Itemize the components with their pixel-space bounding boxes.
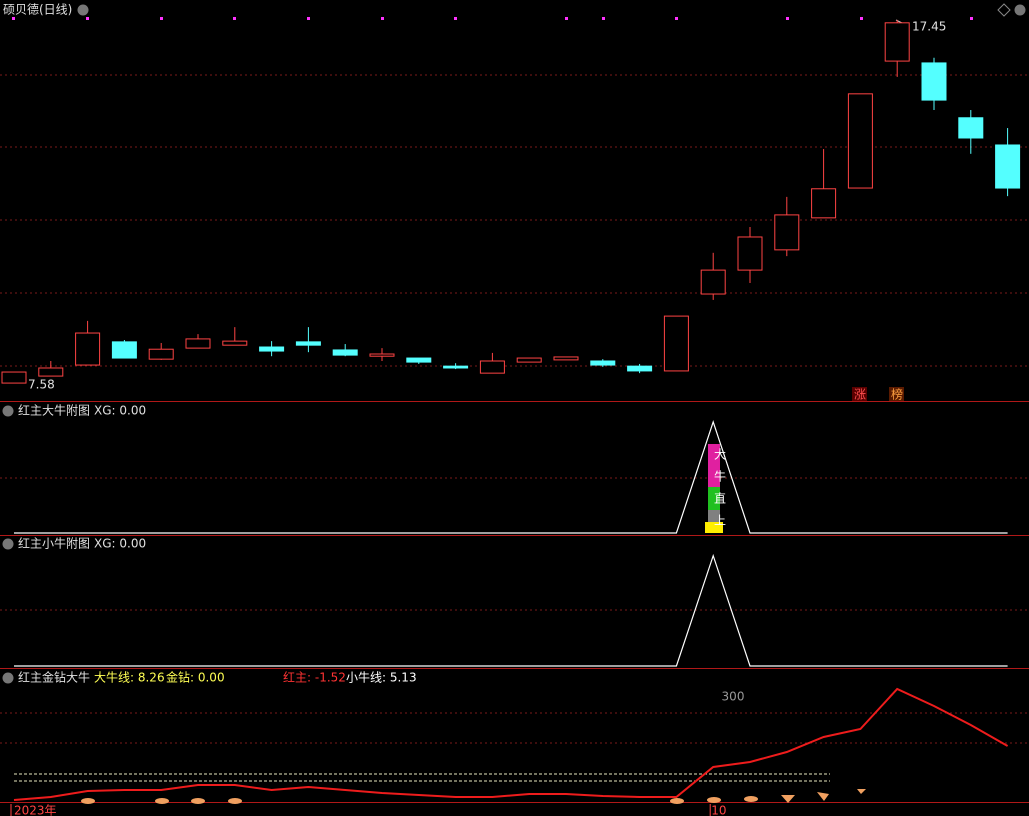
series-line — [14, 419, 1008, 534]
candle-body — [811, 188, 837, 219]
settings-icon[interactable] — [1014, 4, 1026, 16]
marker — [602, 17, 605, 20]
tag: 榜 — [891, 387, 903, 402]
gem — [670, 798, 684, 804]
dropdown-icon[interactable] — [2, 405, 14, 417]
candle-body — [774, 214, 800, 251]
gem — [81, 798, 95, 804]
dropdown-icon[interactable] — [2, 672, 14, 684]
signal-text: 直 — [714, 492, 726, 506]
gem — [228, 798, 242, 804]
candle-body — [627, 365, 653, 372]
candle-body — [995, 144, 1021, 189]
x-tick-label: 2023年 — [14, 804, 57, 816]
marker — [786, 17, 789, 20]
pane-readout: XG: 0.00 — [94, 537, 146, 551]
high-label: 17.45 — [912, 20, 946, 34]
candle-body — [148, 348, 174, 360]
gem — [817, 792, 829, 801]
pane-title: 红主小牛附图 — [18, 536, 90, 551]
marker — [233, 17, 236, 20]
pane-title: 红主大牛附图 — [18, 403, 90, 418]
marker — [307, 17, 310, 20]
candle-body — [369, 353, 395, 357]
tag-box — [889, 387, 904, 401]
candle-body — [111, 341, 137, 359]
gem — [744, 796, 758, 802]
pane-readout: 红主: -1.52 — [283, 670, 346, 685]
candle-body — [332, 349, 358, 356]
pane-borders — [0, 401, 1029, 803]
candle-body — [847, 93, 873, 189]
marker — [12, 17, 15, 20]
candle-body — [443, 365, 469, 369]
gem — [781, 795, 795, 803]
marker — [160, 17, 163, 20]
candle-body — [185, 338, 211, 349]
candle-body — [663, 315, 689, 372]
dropdown-icon[interactable] — [2, 538, 14, 550]
signal-text: 上 — [714, 514, 726, 528]
candle-body — [590, 360, 616, 366]
level-label: 300 — [722, 690, 745, 704]
gem — [155, 798, 169, 804]
marker — [970, 17, 973, 20]
gem — [191, 798, 205, 804]
series-line — [14, 553, 1008, 667]
marker — [86, 17, 89, 20]
pane-readout: 小牛线: 5.13 — [346, 670, 417, 685]
pane-readout: XG: 0.00 — [94, 404, 146, 418]
candle-body — [295, 341, 321, 346]
signal-block — [708, 510, 720, 522]
tag: 涨 — [854, 387, 866, 402]
signal-block — [708, 444, 720, 487]
signal-block — [705, 522, 723, 533]
grid — [0, 74, 1029, 744]
candle-body — [222, 340, 248, 346]
signal-bar: 大 牛 直 上 — [705, 444, 726, 533]
diamond-icon[interactable] — [997, 3, 1011, 17]
series-line — [13, 687, 1009, 801]
label-pointer — [13, 19, 909, 383]
low-label: 7.58 — [28, 378, 55, 392]
marker — [454, 17, 457, 20]
pane-readout: 金钻: 0.00 — [166, 670, 225, 685]
candle-body — [921, 62, 947, 101]
candle-body — [958, 117, 984, 139]
candle-body — [75, 332, 101, 366]
marker — [565, 17, 568, 20]
candle-body — [884, 22, 910, 62]
candle-body — [38, 367, 64, 377]
x-tick-label: 10 — [711, 804, 726, 816]
pane-readout: 大牛线: 8.26 — [94, 670, 165, 685]
chart-title: 硕贝德(日线) — [3, 2, 72, 17]
pane-title: 红主金钻大牛 — [18, 670, 90, 685]
candle-body — [259, 346, 285, 352]
candle-body — [737, 236, 763, 271]
signal-text: 牛 — [714, 469, 726, 484]
tag-box — [852, 387, 867, 401]
gem-icons — [81, 789, 866, 804]
marker — [381, 17, 384, 20]
candle-body — [516, 357, 542, 363]
candle-body — [406, 357, 432, 363]
candle-body — [479, 360, 505, 374]
candle-body — [1, 371, 27, 384]
dropdown-icon[interactable] — [77, 4, 89, 16]
candle-body — [700, 269, 726, 295]
gem — [707, 797, 721, 803]
marker — [675, 17, 678, 20]
candle-body — [553, 356, 579, 361]
header-icons — [2, 3, 1026, 684]
markers — [12, 17, 973, 20]
signal-block — [708, 487, 720, 510]
gem — [857, 789, 866, 794]
marker — [860, 17, 863, 20]
